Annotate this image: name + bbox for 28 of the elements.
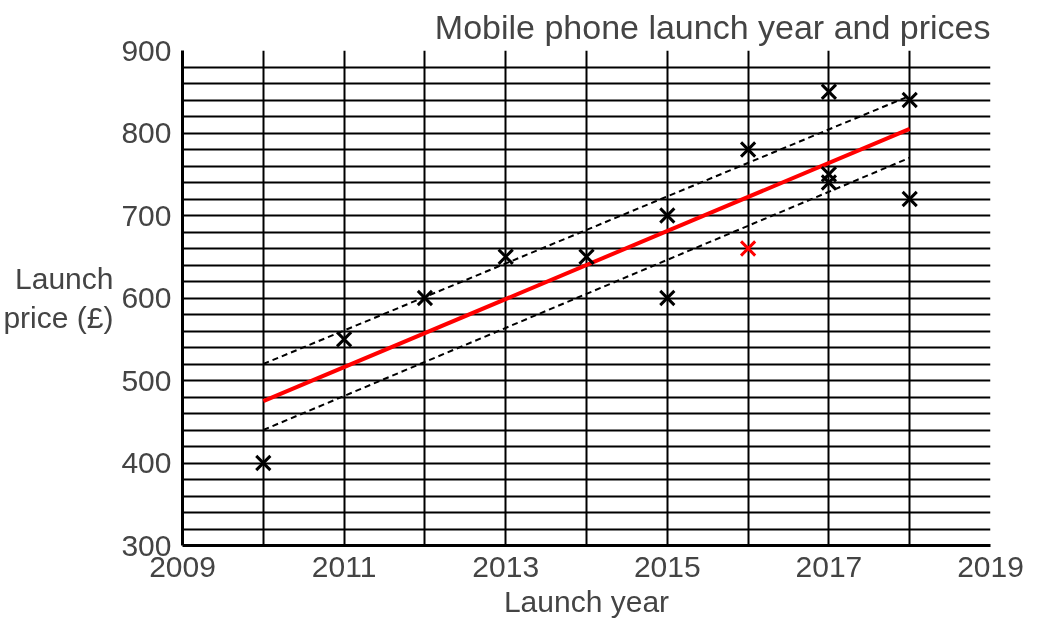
point	[416, 289, 434, 307]
point	[820, 173, 838, 192]
point	[497, 248, 515, 266]
x-tick-label: 2015	[633, 549, 701, 583]
y-tick-label: 900	[121, 33, 172, 67]
x-tick-label: 2019	[957, 549, 1024, 583]
point	[739, 140, 757, 159]
x-axis-title: Launch year	[503, 584, 670, 618]
y-tick-label: 700	[121, 198, 172, 232]
point	[658, 206, 676, 225]
point	[335, 330, 353, 348]
x-tick-label: 2011	[311, 549, 377, 583]
point	[820, 165, 838, 183]
y-tick-label: 400	[121, 446, 172, 479]
x-tick-label: 2017	[795, 549, 863, 583]
y-axis-title: Launch price (£)	[3, 261, 114, 335]
point	[739, 239, 757, 258]
point	[577, 248, 596, 266]
chart-title: Mobile phone launch year and prices	[434, 7, 991, 46]
point	[820, 83, 838, 101]
point	[254, 454, 272, 472]
point	[901, 91, 919, 109]
y-tick-label: 800	[121, 116, 172, 149]
y-tick-label: 500	[121, 363, 172, 397]
y-tick-label: 600	[121, 281, 172, 314]
point	[658, 289, 676, 307]
point	[901, 190, 919, 208]
x-tick-label: 2013	[472, 549, 540, 583]
